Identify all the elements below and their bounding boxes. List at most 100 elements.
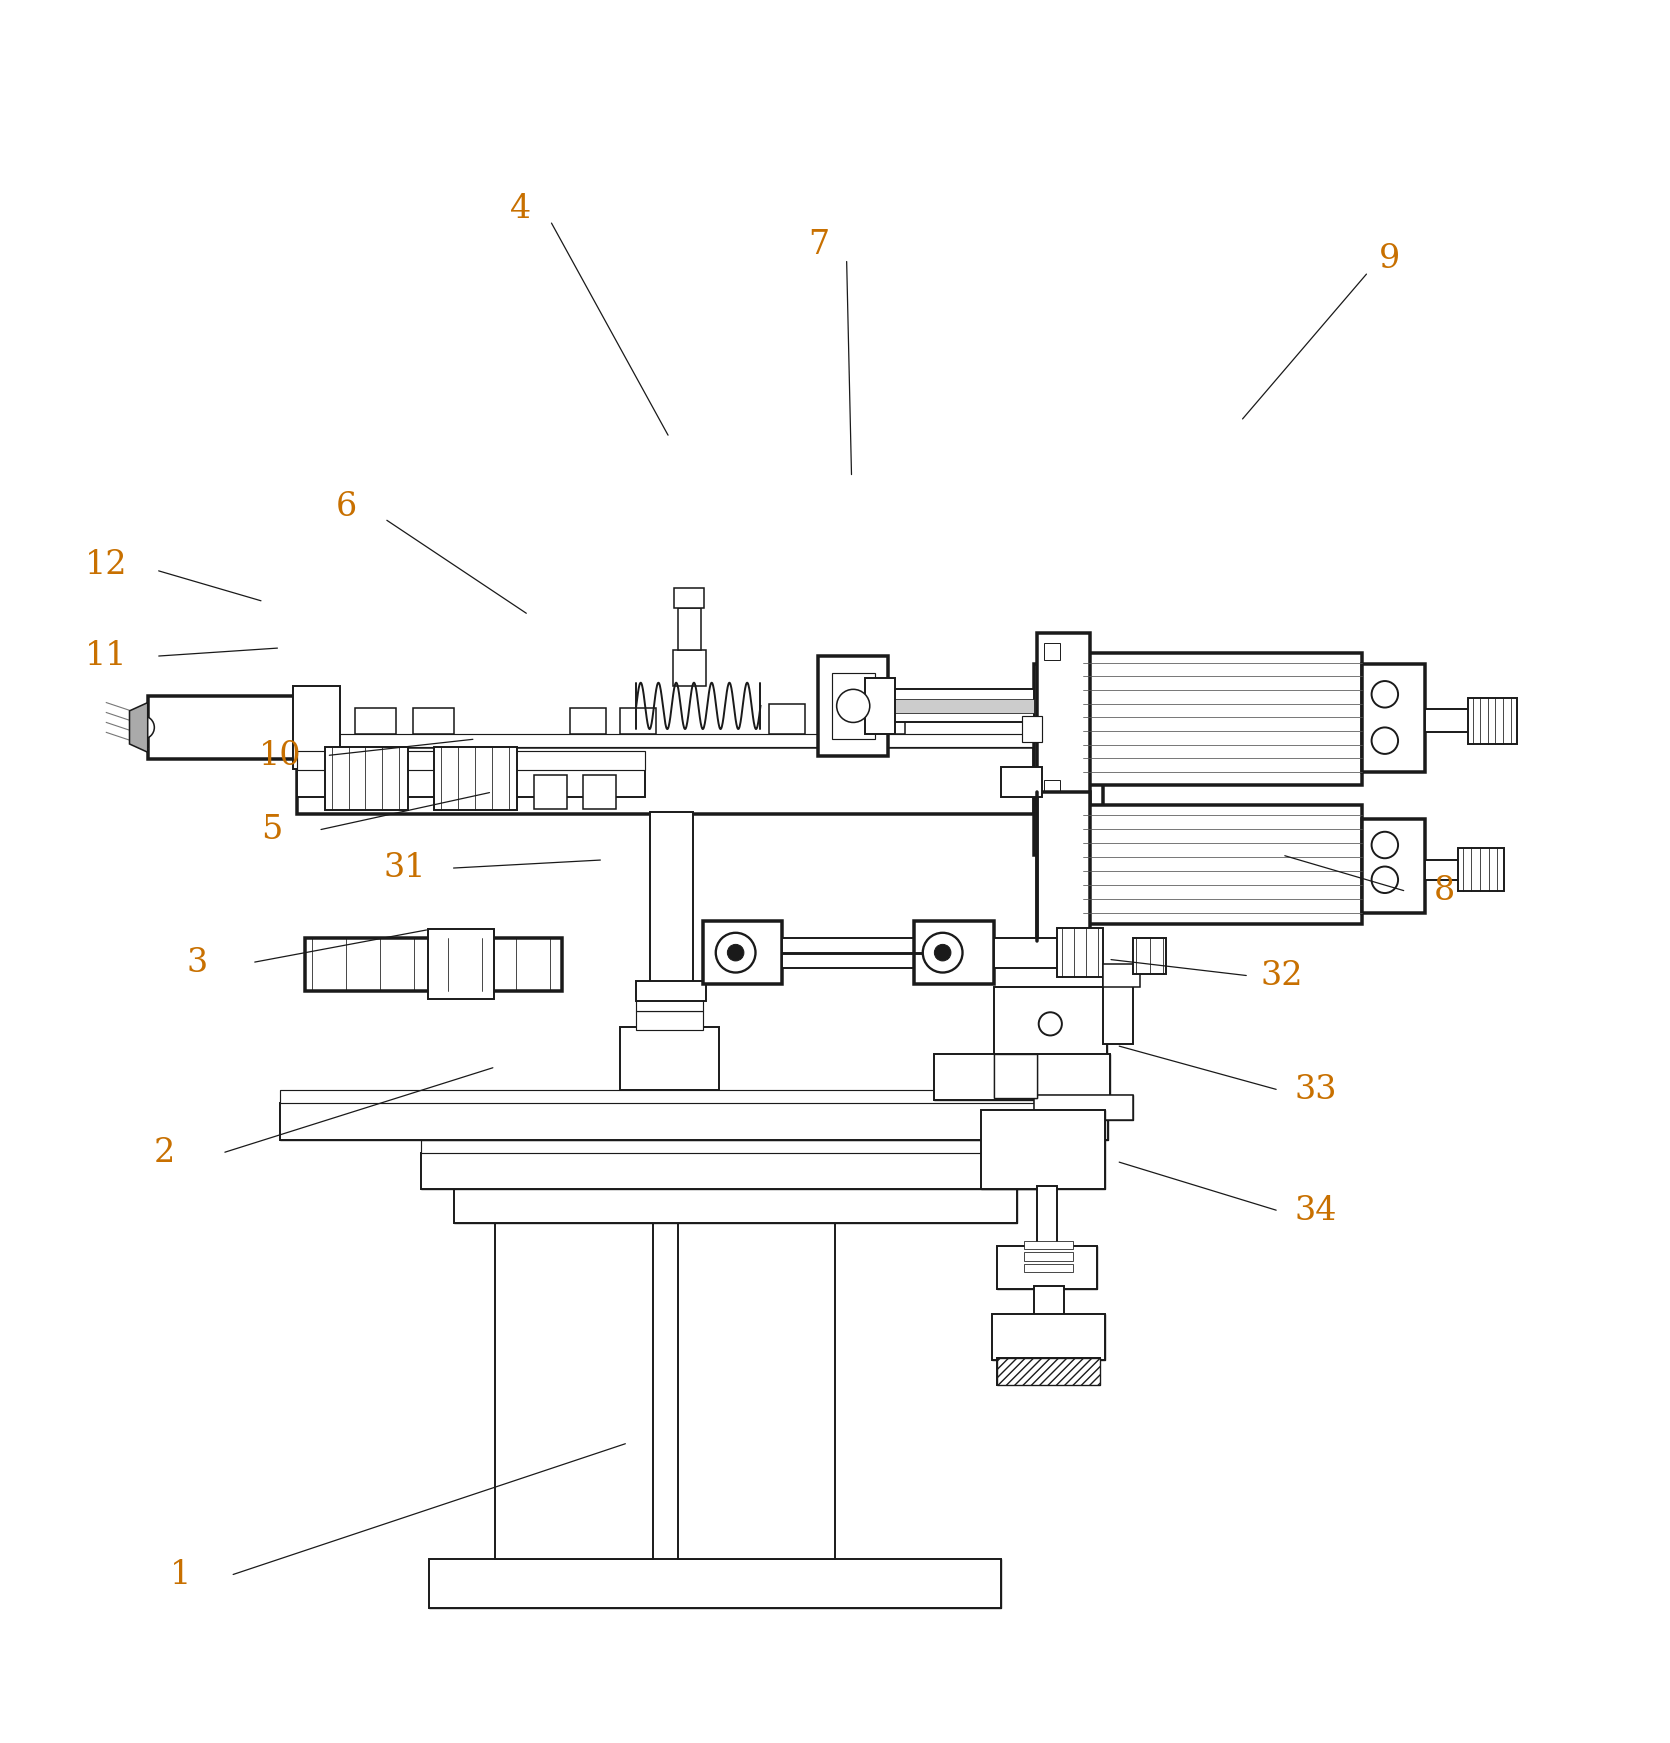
Bar [354, 708, 396, 734]
Bar [1037, 633, 1091, 805]
Bar [650, 812, 693, 990]
Bar [421, 1154, 1050, 1189]
Text: 2: 2 [154, 1136, 175, 1170]
Bar [1037, 1187, 1057, 1250]
Bar [997, 1358, 1101, 1386]
Bar [297, 748, 1034, 814]
Text: 10: 10 [259, 739, 302, 772]
Bar [434, 748, 518, 810]
Bar [428, 929, 494, 999]
Bar [1044, 643, 1060, 659]
Bar [935, 1055, 1111, 1100]
Text: 9: 9 [1379, 242, 1401, 275]
Bar [1425, 709, 1471, 732]
Bar [636, 1011, 703, 1030]
Bar [297, 734, 1034, 748]
Circle shape [728, 945, 743, 960]
Bar [994, 988, 1107, 1056]
Bar [992, 1314, 1106, 1360]
Bar [1057, 927, 1104, 978]
Text: 33: 33 [1294, 1074, 1336, 1107]
Bar [703, 922, 782, 985]
Bar [994, 1055, 1037, 1098]
Circle shape [1039, 1013, 1062, 1035]
Bar [782, 938, 924, 967]
Circle shape [1371, 682, 1398, 708]
Circle shape [935, 945, 950, 960]
Bar [1361, 664, 1425, 772]
Bar [888, 688, 1034, 722]
Circle shape [837, 688, 870, 722]
Bar [294, 687, 339, 769]
Bar [281, 1103, 1109, 1140]
Bar [992, 1314, 1106, 1360]
Bar [454, 1189, 1017, 1222]
Bar [281, 1103, 1109, 1140]
Bar [832, 673, 875, 739]
Text: 1: 1 [170, 1560, 192, 1591]
Bar [997, 1246, 1097, 1288]
Bar [675, 589, 705, 608]
Bar [1024, 1264, 1074, 1272]
Bar [1037, 791, 1091, 941]
Polygon shape [130, 702, 147, 753]
Bar [1425, 859, 1461, 880]
Text: 4: 4 [509, 193, 531, 225]
Text: 32: 32 [1261, 960, 1303, 992]
Bar [429, 1558, 1000, 1609]
Bar [147, 695, 301, 758]
Bar [818, 655, 888, 755]
Bar [1458, 849, 1505, 891]
Bar [454, 1189, 1017, 1222]
Bar [1022, 716, 1042, 743]
Bar [496, 1220, 653, 1558]
Circle shape [1371, 727, 1398, 755]
Bar [1104, 964, 1139, 988]
Circle shape [1371, 831, 1398, 858]
Bar [1034, 1095, 1134, 1121]
Bar [888, 699, 1034, 713]
Bar [994, 938, 1060, 967]
Bar [994, 988, 1107, 1056]
Bar [868, 704, 905, 734]
Bar [306, 938, 561, 990]
Bar [297, 770, 645, 797]
Text: 34: 34 [1294, 1196, 1336, 1227]
Bar [1044, 781, 1060, 797]
Bar [620, 1027, 720, 1089]
Bar [583, 776, 616, 809]
Bar [1104, 978, 1134, 1044]
Bar [1034, 664, 1104, 854]
Text: 12: 12 [85, 549, 127, 580]
Text: 5: 5 [261, 814, 282, 845]
Text: 8: 8 [1435, 875, 1455, 908]
Bar [636, 990, 703, 1011]
Bar [1361, 819, 1425, 913]
Circle shape [924, 933, 962, 973]
Bar [994, 1055, 1037, 1098]
Bar [421, 1140, 1050, 1154]
Bar [1084, 805, 1361, 924]
Bar [636, 981, 706, 1000]
Bar [673, 650, 706, 687]
Bar [768, 704, 805, 734]
Text: 11: 11 [85, 640, 127, 673]
Text: 31: 31 [382, 852, 426, 884]
Bar [1024, 1253, 1074, 1260]
Bar [1134, 938, 1166, 974]
Bar [1468, 697, 1518, 744]
Bar [1034, 1286, 1064, 1316]
Bar [569, 708, 606, 734]
Bar [534, 776, 566, 809]
Bar [678, 1220, 835, 1558]
Bar [678, 608, 701, 650]
Bar [326, 748, 407, 810]
Bar [1034, 1095, 1134, 1121]
Bar [1024, 1241, 1074, 1250]
Bar [620, 708, 656, 734]
Bar [429, 1558, 1000, 1609]
Text: 6: 6 [336, 492, 357, 523]
Text: 7: 7 [808, 230, 828, 261]
Bar [818, 704, 855, 734]
Bar [1000, 767, 1042, 797]
